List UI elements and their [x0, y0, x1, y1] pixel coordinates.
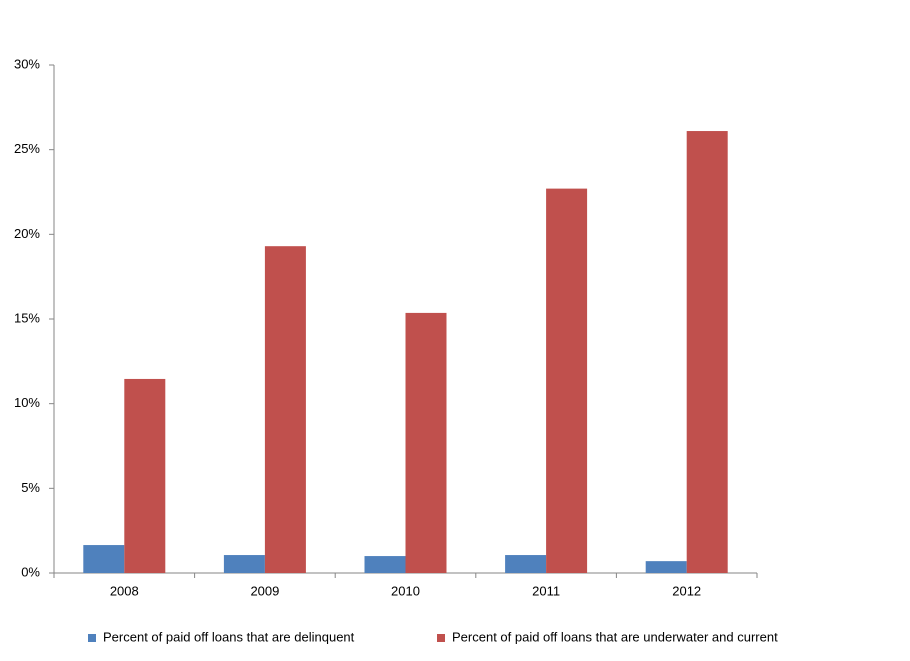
x-tick-label: 2010: [391, 583, 420, 598]
bar: [223, 555, 265, 573]
legend-swatch: [437, 634, 445, 642]
bar: [546, 188, 588, 573]
y-tick-label: 10%: [14, 395, 40, 410]
legend-label: Percent of paid off loans that are under…: [452, 629, 778, 644]
x-tick-label: 2011: [532, 583, 560, 598]
x-tick-label: 2012: [672, 583, 701, 598]
x-tick-label: 2009: [250, 583, 279, 598]
bar: [645, 561, 687, 573]
y-tick-label: 15%: [14, 310, 40, 325]
y-tick-label: 25%: [14, 141, 40, 156]
y-tick-label: 30%: [14, 56, 40, 71]
legend-label: Percent of paid off loans that are delin…: [103, 629, 355, 644]
y-tick-label: 5%: [21, 480, 40, 495]
bar: [686, 131, 728, 574]
bar: [405, 312, 447, 573]
x-tick-label: 2008: [110, 583, 139, 598]
bar: [83, 545, 125, 573]
bar: [124, 378, 166, 573]
y-tick-label: 20%: [14, 226, 40, 241]
bar: [364, 556, 406, 573]
bar: [505, 555, 547, 573]
y-tick-label: 0%: [21, 564, 40, 579]
bar: [264, 246, 306, 574]
legend-swatch: [88, 634, 96, 642]
